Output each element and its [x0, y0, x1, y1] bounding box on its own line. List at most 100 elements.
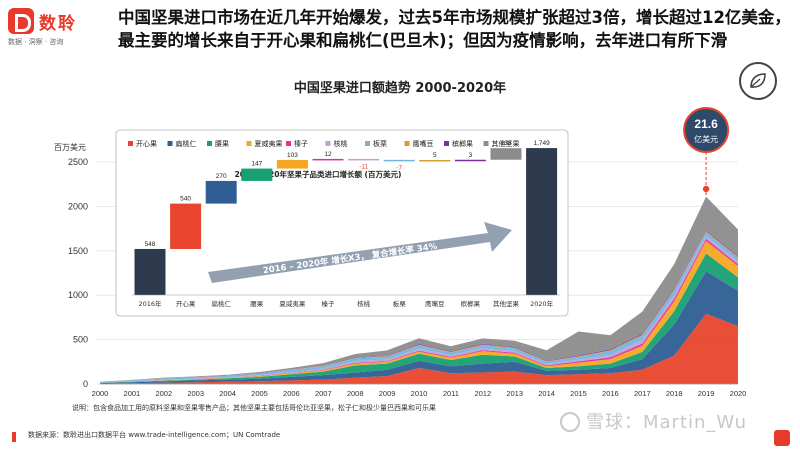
annotation-value: 21.6	[694, 117, 718, 131]
legend-label: 扁桃仁	[176, 139, 197, 148]
waterfall-value-label: 3	[469, 152, 473, 159]
waterfall-bar	[383, 159, 415, 162]
x-tick-label: 2000	[92, 389, 109, 398]
x-tick-label: 2003	[187, 389, 204, 398]
legend-label: 开心果	[136, 140, 157, 148]
snowball-icon	[560, 412, 580, 432]
x-tick-label: 2019	[698, 389, 715, 398]
leaf-icon	[739, 62, 777, 100]
area-series-其他坚果	[100, 196, 738, 382]
waterfall-bar	[454, 159, 486, 162]
inset-title: 2016-2020年坚果子品类进口增长额 (百万美元)	[235, 169, 402, 179]
x-tick-label: 2015	[570, 389, 587, 398]
x-tick-label: 2016	[602, 389, 619, 398]
waterfall-bar	[312, 158, 344, 161]
legend-swatch	[325, 141, 331, 146]
legend-label: 榛子	[294, 139, 308, 148]
y-tick-label: 0	[83, 379, 88, 389]
x-tick-label: 2005	[251, 389, 268, 398]
y-tick-label: 2500	[68, 157, 88, 167]
x-tick-label: 2017	[634, 389, 651, 398]
x-tick-label: 2008	[347, 389, 364, 398]
waterfall-bar	[526, 148, 558, 295]
x-tick-label: 2020	[730, 389, 747, 398]
waterfall-value-label: 12	[324, 151, 332, 158]
waterfall-value-label: -7	[396, 164, 402, 171]
legend-swatch	[246, 141, 252, 146]
waterfall-category-label: 其他坚果	[493, 299, 520, 308]
x-tick-label: 2011	[443, 389, 459, 398]
legend-label: 核桃	[334, 139, 348, 148]
accent-bar	[12, 432, 16, 442]
waterfall-category-label: 腰果	[250, 300, 264, 308]
waterfall-value-label: 540	[180, 196, 191, 203]
slide-headline: 中国坚果进口市场在近几年开始爆发，过去5年市场规模扩张超过3倍，增长超过12亿美…	[118, 8, 791, 50]
x-tick-label: 2010	[411, 389, 428, 398]
legend-swatch	[207, 141, 212, 146]
waterfall-value-label: 147	[251, 161, 262, 168]
x-tick-label: 2006	[283, 389, 300, 398]
waterfall-value-label: 5	[433, 152, 437, 159]
waterfall-category-label: 开心果	[176, 300, 196, 308]
legend-swatch	[365, 141, 370, 146]
legend-label: 其他坚果	[492, 139, 520, 148]
legend-swatch	[483, 141, 489, 146]
annotation-unit: 亿美元	[694, 134, 718, 144]
corner-logo-icon	[774, 430, 790, 446]
x-tick-label: 2007	[315, 389, 332, 398]
legend-label: 夏威夷果	[255, 139, 283, 148]
legend-swatch	[286, 141, 291, 146]
area-series-开心果	[100, 313, 738, 384]
watermark: 雪球：Martin_Wu	[560, 408, 747, 434]
x-tick-label: 2009	[379, 389, 396, 398]
waterfall-value-label: 270	[216, 173, 227, 180]
annotation-dot	[702, 185, 710, 193]
waterfall-category-label: 2016年	[138, 299, 162, 308]
area-series-扁桃仁	[100, 271, 738, 384]
x-tick-label: 2002	[155, 389, 172, 398]
brand-name: 数聆	[39, 14, 77, 34]
growth-arrow	[208, 222, 512, 283]
waterfall-value-label: -11	[359, 163, 368, 170]
legend-label: 腰果	[215, 140, 229, 148]
x-tick-label: 2014	[538, 389, 555, 398]
waterfall-bar	[419, 160, 451, 162]
legend-label: 板栗	[373, 139, 387, 148]
data-source: 数据来源：数聆进出口数据平台 www.trade-intelligence.co…	[28, 431, 281, 439]
brand-mark-icon	[8, 8, 34, 34]
x-tick-label: 2013	[506, 389, 523, 398]
legend-swatch	[444, 141, 449, 146]
chart-title: 中国坚果进口额趋势 2000-2020年	[293, 81, 507, 96]
x-tick-label: 2018	[666, 389, 683, 398]
y-tick-label: 2000	[68, 201, 88, 211]
legend-label: 鹰嘴豆	[413, 139, 434, 148]
waterfall-category-label: 2020年	[530, 299, 554, 308]
x-tick-label: 2004	[219, 389, 236, 398]
waterfall-category-label: 夏威夷果	[279, 299, 306, 308]
y-tick-label: 1000	[68, 290, 88, 300]
waterfall-category-label: 榛子	[322, 299, 336, 308]
x-tick-label: 2001	[124, 389, 141, 398]
waterfall-bar	[490, 148, 522, 160]
waterfall-value-label: 548	[145, 241, 156, 248]
legend-swatch	[404, 141, 410, 146]
annotation-bubble	[683, 107, 730, 153]
watermark-text: 雪球：Martin_Wu	[586, 412, 747, 433]
waterfall-bar	[205, 180, 237, 204]
area-series-腰果	[100, 253, 738, 384]
brand-tagline: 数据 · 洞察 · 咨询	[8, 38, 64, 46]
waterfall-bar	[170, 203, 202, 249]
waterfall-bar	[241, 168, 273, 181]
brand-logo: 数聆 数据 · 洞察 · 咨询	[8, 8, 108, 46]
legend-swatch	[167, 141, 173, 146]
y-axis-label: 百万美元	[54, 142, 86, 152]
x-tick-label: 2012	[474, 389, 491, 398]
waterfall-value-label: 138	[501, 140, 512, 147]
waterfall-bar	[276, 159, 308, 169]
y-tick-label: 500	[73, 335, 88, 345]
waterfall-value-label: 103	[287, 152, 298, 159]
waterfall-bar	[134, 248, 166, 295]
waterfall-category-label: 核桃	[357, 299, 371, 308]
waterfall-category-label: 扁桃仁	[211, 299, 231, 308]
